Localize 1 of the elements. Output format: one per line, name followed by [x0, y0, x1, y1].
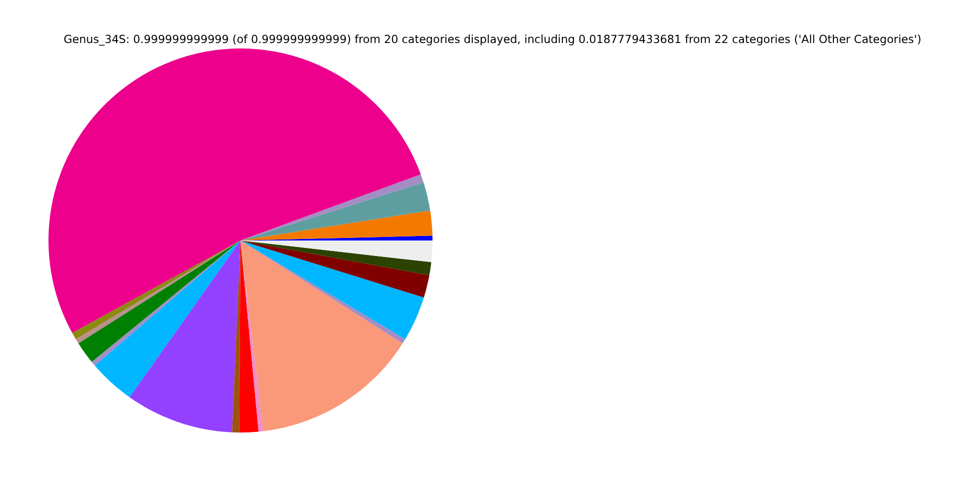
text: Genus_34S: 0.999999999999 (of 0.999999999999) from 20 categories displayed, including 0.0187779433681 from 22 categories ('All Other Categories') — [64, 33, 922, 46]
